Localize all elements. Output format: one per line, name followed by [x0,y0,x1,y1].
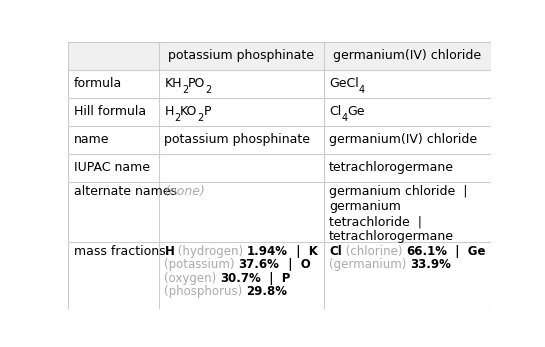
Text: potassium phosphinate: potassium phosphinate [168,49,314,62]
Text: 29.8%: 29.8% [246,285,287,298]
Text: |  O: | O [280,259,310,271]
Text: H: H [165,105,174,118]
Text: Ge: Ge [348,105,365,118]
Text: 66.1%: 66.1% [406,245,447,258]
Text: 33.9%: 33.9% [410,259,451,271]
Text: 2: 2 [174,113,180,122]
Text: |  K: | K [288,245,318,258]
Text: Cl: Cl [329,245,342,258]
Text: IUPAC name: IUPAC name [74,161,150,175]
Text: (oxygen): (oxygen) [165,272,220,285]
Text: P: P [204,105,211,118]
Text: germanium chloride  |
germanium
tetrachloride  |
tetrachlorogermane: germanium chloride | germanium tetrachlo… [329,185,468,243]
Text: 2: 2 [205,85,212,95]
Text: 30.7%: 30.7% [220,272,261,285]
Text: 37.6%: 37.6% [239,259,280,271]
Text: H: H [165,245,174,258]
Text: potassium phosphinate: potassium phosphinate [165,133,311,146]
Bar [68,42,490,70]
Text: KH: KH [165,77,182,90]
Text: 1.94%: 1.94% [247,245,288,258]
Text: GeCl: GeCl [329,77,359,90]
Text: KO: KO [180,105,197,118]
Text: 4: 4 [341,113,348,122]
Text: (none): (none) [165,185,205,198]
Text: (germanium): (germanium) [329,259,410,271]
Text: 4: 4 [359,85,365,95]
Text: Cl: Cl [329,105,341,118]
Text: tetrachlorogermane: tetrachlorogermane [329,161,454,175]
Text: formula: formula [74,77,122,90]
Text: alternate names: alternate names [74,185,177,198]
Text: (phosphorus): (phosphorus) [165,285,246,298]
Text: germanium(IV) chloride: germanium(IV) chloride [333,49,481,62]
Text: 2: 2 [197,113,204,122]
Text: germanium(IV) chloride: germanium(IV) chloride [329,133,477,146]
Text: 2: 2 [182,85,188,95]
Text: Hill formula: Hill formula [74,105,146,118]
Text: (chlorine): (chlorine) [342,245,406,258]
Text: (potassium): (potassium) [165,259,239,271]
Text: |  Ge: | Ge [447,245,486,258]
Text: name: name [74,133,109,146]
Text: mass fractions: mass fractions [74,245,165,258]
Text: |  P: | P [261,272,290,285]
Text: PO: PO [188,77,205,90]
Text: (hydrogen): (hydrogen) [174,245,247,258]
